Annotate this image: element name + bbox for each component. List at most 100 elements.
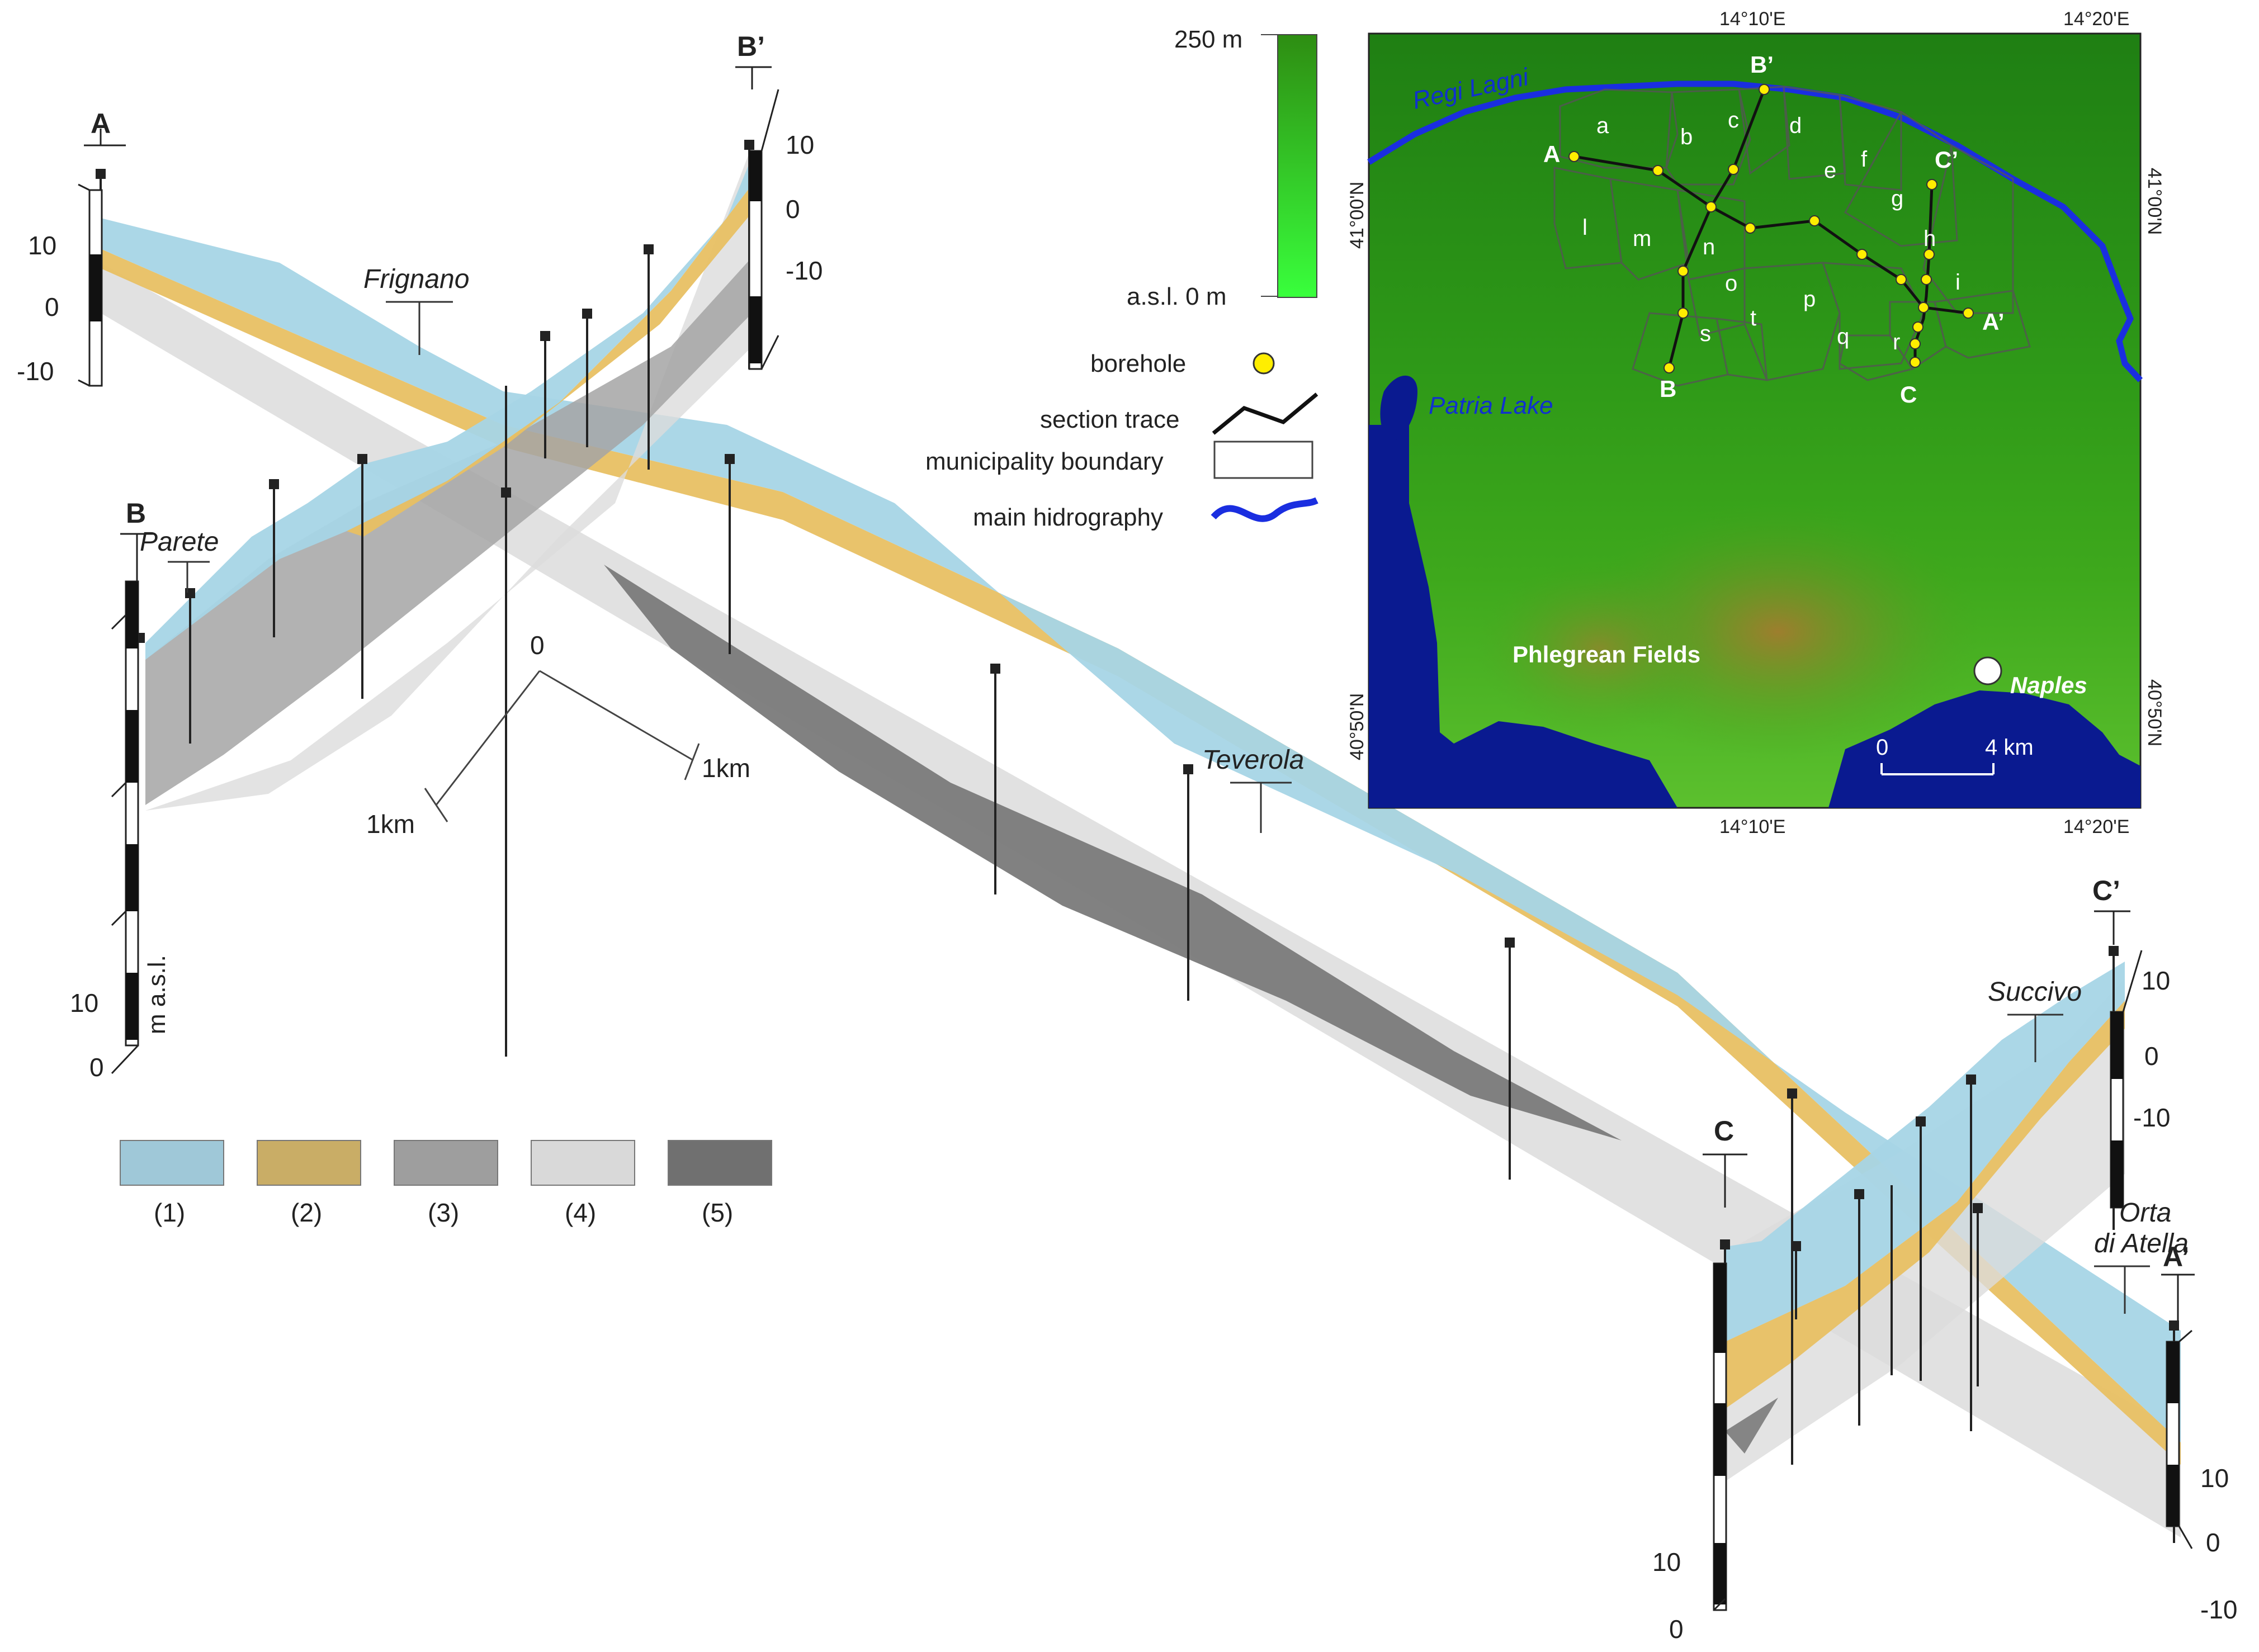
svg-text:q: q (1837, 324, 1849, 349)
town-parete: Parete (140, 527, 219, 557)
map-naples-symbol (1973, 656, 2002, 685)
c-unit1-layer (1725, 962, 2125, 1342)
map-boreholes (1568, 84, 1974, 373)
map-municipality-labels: a b c d e f g h i l m n o p q r s t (1582, 108, 1960, 354)
legend-label-3: (3) (428, 1198, 459, 1227)
map-hill-shading-2 (1476, 559, 1722, 738)
svg-text:h: h (1924, 226, 1936, 251)
ruler-c (1703, 1153, 1747, 1611)
legend-label-2: (2) (291, 1198, 322, 1227)
coord-bottom-left: 14°10'E (1719, 816, 1785, 837)
section-label-a: A (91, 108, 111, 139)
town-frignano: Frignano (363, 264, 469, 294)
ruler-b-prime (735, 66, 779, 370)
scale-1km-x: 1km (702, 754, 750, 783)
section-label-c-prime: C’ (2092, 875, 2120, 906)
legend-section-trace-symbol (1212, 392, 1318, 435)
coord-right-lower: 40°50'N (2144, 679, 2165, 746)
map-lake-label: Patria Lake (1429, 392, 1553, 419)
legend-borehole-label: borehole (1090, 350, 1186, 377)
legend-municipality-symbol (1213, 441, 1313, 479)
tick-cp-0: 0 (2144, 1042, 2159, 1071)
svg-text:a: a (1596, 113, 1609, 138)
coord-left-upper: 41°00'N (1346, 182, 1368, 249)
section-b-b-prime (145, 145, 752, 811)
town-orta-2: di Atella (2094, 1229, 2189, 1258)
svg-text:o: o (1725, 271, 1737, 296)
town-markers (168, 301, 2150, 1314)
legend-swatch-3 (394, 1140, 498, 1186)
map-legend: 250 m a.s.l. 0 m borehole section trace … (925, 26, 1318, 531)
ramp-bottom-label: a.s.l. 0 m (1127, 283, 1227, 310)
scale-1km-y: 1km (366, 810, 415, 839)
legend-label-4: (4) (565, 1198, 596, 1227)
legend-swatch-4 (531, 1140, 635, 1186)
coord-top-right: 14°20'E (2063, 8, 2129, 30)
svg-text:r: r (1893, 330, 1900, 354)
map-phlegrean-label: Phlegrean Fields (1513, 641, 1700, 668)
map-point-a-prime: A’ (1982, 309, 2005, 335)
map-scale-bar (1880, 763, 1995, 775)
section-label-c: C (1714, 1115, 1734, 1147)
svg-text:i: i (1955, 270, 1960, 295)
coord-right-upper: 41°00'N (2144, 168, 2165, 235)
legend-borehole-symbol (1253, 352, 1275, 375)
section-label-b-prime: B’ (737, 31, 765, 62)
map-patria-lake (1380, 375, 1417, 442)
map-point-a: A (1543, 141, 1560, 167)
legend-swatch-2 (257, 1140, 361, 1186)
ruler-b-unit: m a.s.l. (143, 955, 171, 1034)
svg-text:m: m (1633, 226, 1651, 251)
svg-text:s: s (1700, 321, 1711, 346)
tick-a-10: 10 (28, 231, 56, 260)
svg-text:p: p (1803, 287, 1816, 311)
map-point-b-prime: B’ (1750, 51, 1774, 78)
map-sea-south (1828, 690, 2140, 808)
legend-swatch-5 (668, 1140, 772, 1186)
b-unit3-body (145, 257, 752, 805)
ramp-top-label: 250 m (1174, 26, 1242, 53)
c-unit5-tongue (1725, 1398, 1778, 1454)
svg-text:l: l (1582, 215, 1587, 240)
elevation-ramp (1277, 34, 1317, 298)
legend-swatch-1 (120, 1140, 224, 1186)
tick-bp-10: 10 (786, 130, 814, 159)
svg-text:e: e (1824, 158, 1836, 183)
scale-zero: 0 (530, 631, 545, 660)
ruler-b (111, 533, 154, 1074)
map-point-c: C (1900, 381, 1917, 408)
svg-text:d: d (1789, 113, 1802, 138)
scale-axes (424, 670, 700, 822)
tick-cp-m10: -10 (2133, 1103, 2170, 1132)
tick-c-10: 10 (1652, 1547, 1681, 1577)
svg-text:n: n (1703, 235, 1715, 259)
tick-ap-0: 0 (2206, 1528, 2220, 1557)
section-label-b: B (126, 498, 146, 529)
tick-c-0: 0 (1669, 1615, 1684, 1644)
svg-text:f: f (1861, 147, 1868, 172)
map-scale-km: 4 km (1985, 735, 2034, 760)
b-unit1-layer (145, 157, 752, 660)
tick-b-0: 0 (89, 1053, 104, 1082)
unit-legend: (1) (2) (3) (4) (5) (120, 1140, 772, 1227)
legend-label-5: (5) (702, 1198, 733, 1227)
town-teverola: Teverola (1202, 745, 1304, 775)
ruler-a-prime (2161, 1274, 2195, 1549)
tick-ap-10: 10 (2200, 1464, 2229, 1493)
tick-b-10: 10 (70, 988, 98, 1017)
ruler-a (78, 129, 126, 387)
legend-hydro-label: main hidrography (973, 504, 1163, 531)
map-naples-label: Naples (2010, 672, 2087, 698)
tick-bp-0: 0 (786, 195, 800, 224)
coord-left-lower: 40°50'N (1346, 693, 1368, 760)
svg-text:t: t (1750, 306, 1756, 330)
tick-bp-m10: -10 (786, 256, 823, 285)
ruler-c-prime (2094, 910, 2143, 1209)
svg-text:b: b (1680, 125, 1693, 149)
coord-bottom-right: 14°20'E (2063, 816, 2129, 837)
map-point-b: B (1660, 376, 1676, 402)
map-point-c-prime: C’ (1935, 146, 1958, 173)
tick-cp-10: 10 (2142, 966, 2170, 995)
map-scale-zero: 0 (1876, 735, 1888, 760)
